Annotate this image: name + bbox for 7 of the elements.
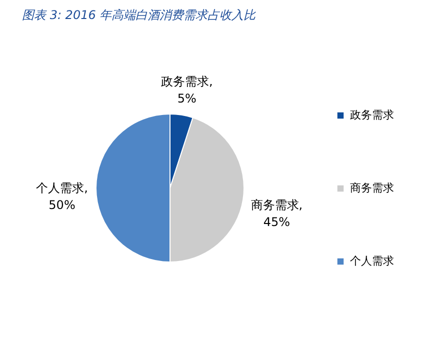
data-label: 个人需求, 50% <box>36 181 88 212</box>
data-label: 商务需求, 45% <box>250 198 303 229</box>
data-label: 政务需求, 5% <box>160 74 213 106</box>
chart-title: 图表 3: 2016 年高端白酒消费需求占收入比 <box>22 8 257 22</box>
legend-label: 个人需求 <box>350 254 394 268</box>
legend-label: 政务需求 <box>350 108 394 122</box>
legend-label: 商务需求 <box>350 182 394 194</box>
